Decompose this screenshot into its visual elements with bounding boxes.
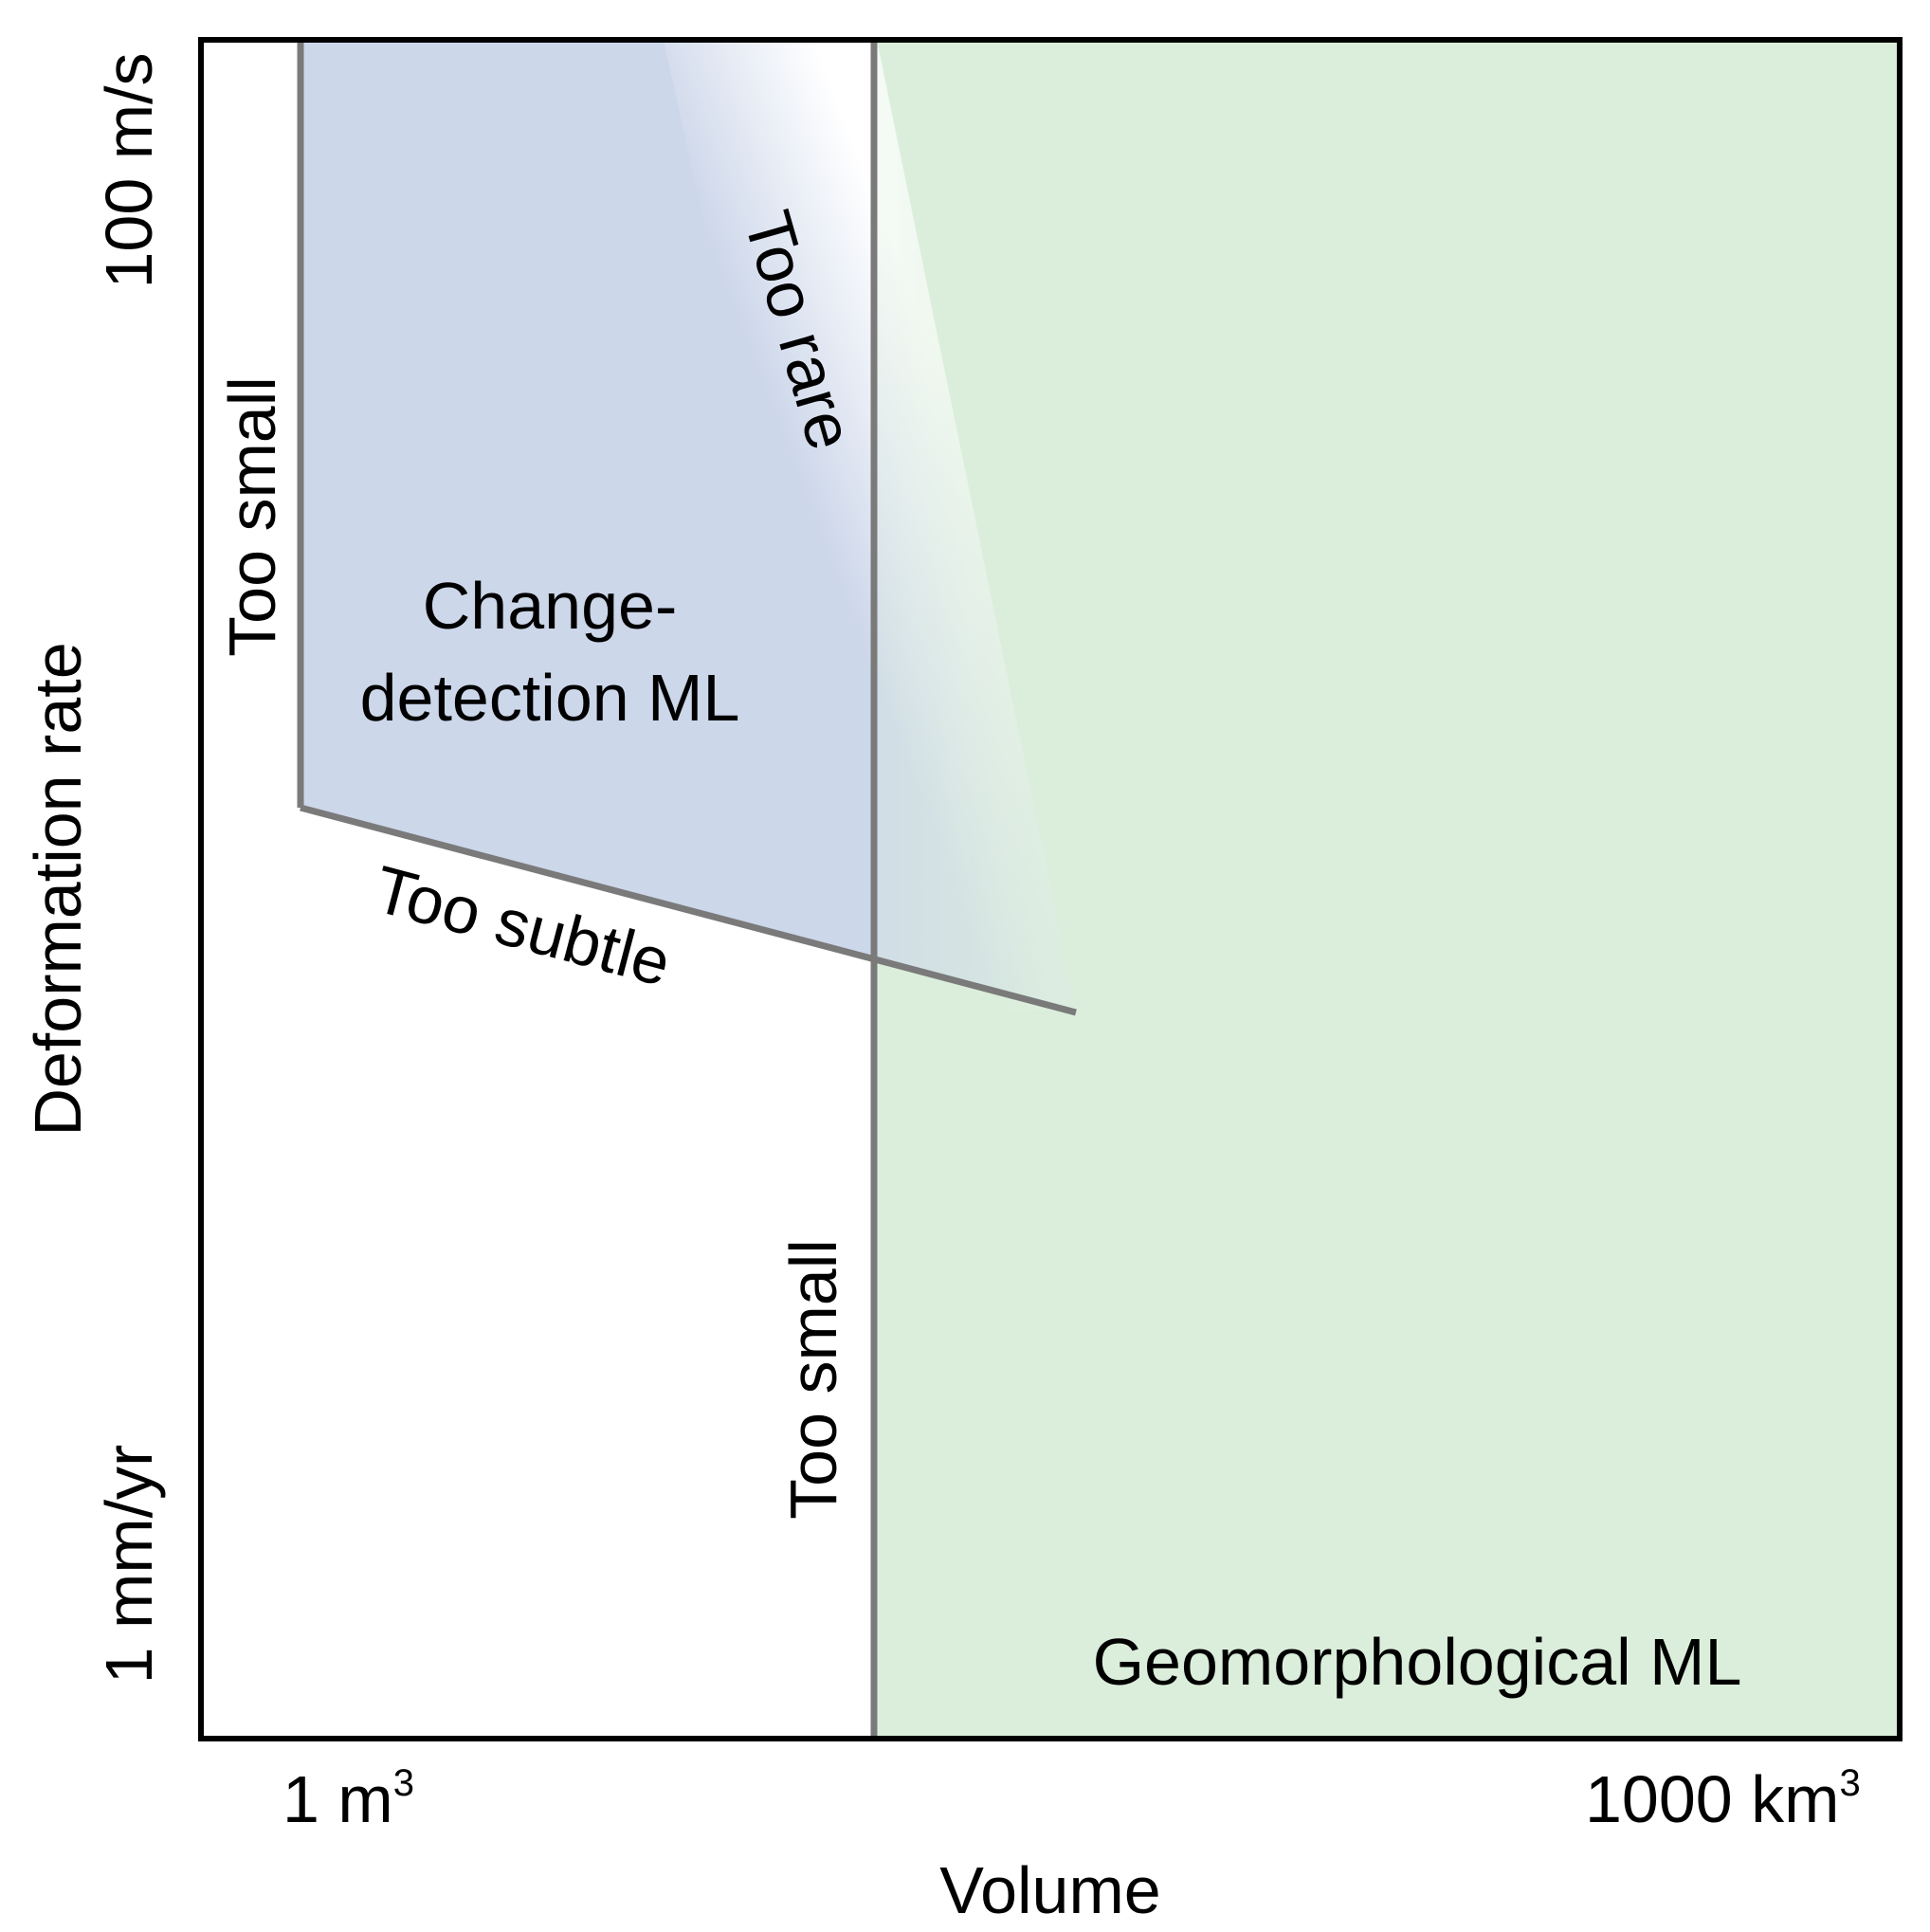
x-tick-left-value: 1 m — [282, 1762, 393, 1836]
change-detection-label-line1: Change- — [423, 569, 678, 643]
x-tick-left-superscript: 3 — [393, 1762, 414, 1804]
y-tick-bottom-label: 1 mm/yr — [92, 1445, 166, 1685]
too-subtle-boundary — [300, 804, 1077, 1016]
plot-frame — [198, 37, 1903, 1741]
change-detection-label-line2: detection ML — [360, 661, 740, 735]
too-small-left-label: Too small — [215, 376, 289, 657]
x-tick-right-value: 1000 km — [1585, 1762, 1839, 1836]
x-tick-right-label: 1000 km3 — [1585, 1762, 1861, 1836]
geomorphological-label: Geomorphological ML — [1093, 1625, 1742, 1699]
y-tick-top-label: 100 m/s — [92, 53, 166, 289]
x-tick-left-label: 1 m3 — [282, 1762, 414, 1836]
y-axis-title: Deformation rate — [21, 642, 95, 1136]
x-axis-title: Volume — [939, 1853, 1160, 1927]
too-small-center-label: Too small — [776, 1239, 850, 1520]
x-tick-right-superscript: 3 — [1839, 1762, 1860, 1804]
overlap-fade — [874, 40, 1076, 1011]
